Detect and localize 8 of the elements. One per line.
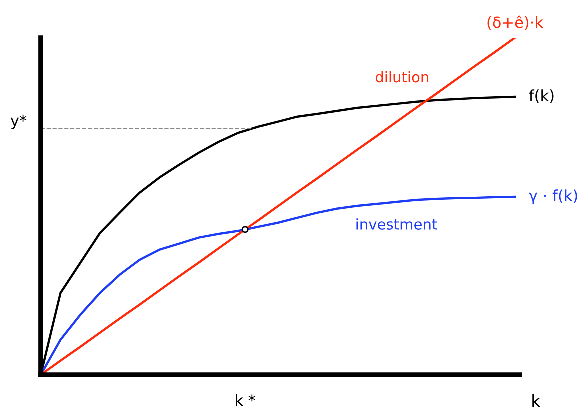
annotation: investment: [356, 218, 438, 230]
series-label: (δ+ê)·k: [488, 16, 544, 30]
annotation: dilution: [376, 71, 428, 83]
x-axis-title: k: [532, 394, 541, 408]
series-label: γ · f(k): [529, 190, 578, 204]
text: k *: [236, 394, 256, 406]
series-label: f(k): [529, 90, 554, 104]
ref-line-label: y*: [10, 114, 27, 130]
